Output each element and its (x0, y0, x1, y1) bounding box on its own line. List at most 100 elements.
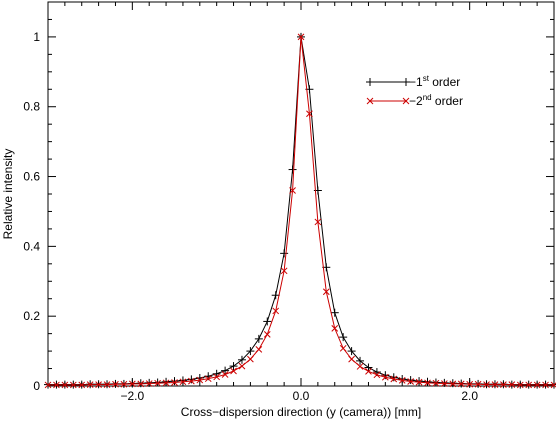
data-point (171, 379, 178, 386)
data-point (347, 347, 356, 356)
plot-frame (47, 1, 555, 387)
data-point (229, 362, 238, 371)
data-point (330, 308, 339, 317)
y-tick-label: 0.2 (23, 309, 40, 323)
series-line (48, 36, 554, 386)
y-tick-label: 0.4 (23, 239, 40, 253)
data-point (86, 381, 94, 388)
data-point (103, 381, 111, 388)
data-point (78, 381, 86, 389)
data-point (280, 267, 288, 275)
data-point (457, 380, 465, 388)
y-tick-label: 0.6 (23, 170, 40, 184)
data-point (128, 380, 136, 388)
data-point (423, 377, 432, 386)
data-point (44, 381, 52, 389)
data-point (398, 377, 406, 384)
data-point (237, 355, 246, 364)
series-1 (44, 32, 556, 389)
data-point (272, 307, 280, 315)
data-point (289, 187, 296, 194)
data-point (178, 376, 187, 385)
data-point (508, 381, 516, 388)
series-2 (44, 33, 556, 389)
data-point (365, 367, 372, 375)
data-point (415, 377, 424, 386)
data-point (238, 362, 246, 370)
data-point (441, 380, 448, 387)
data-point (69, 381, 77, 389)
data-point (137, 380, 145, 388)
data-point (187, 375, 196, 384)
data-point (188, 377, 195, 385)
series-layer (44, 32, 556, 389)
data-point (306, 110, 313, 118)
data-point (356, 363, 364, 370)
data-point (204, 375, 212, 383)
data-point (247, 355, 254, 363)
data-point (246, 347, 255, 356)
y-axis-label: Relative intensity (1, 149, 15, 240)
legend: −1st order −2nd order (366, 74, 463, 108)
data-point (390, 375, 398, 383)
data-point (550, 381, 556, 389)
data-point (533, 381, 541, 389)
data-point (314, 218, 322, 226)
data-point (230, 367, 237, 375)
data-point (53, 381, 60, 389)
y-tick-label: 0.8 (23, 100, 40, 114)
data-point (331, 325, 339, 332)
data-point (516, 381, 524, 389)
data-point (61, 381, 69, 389)
data-point (271, 291, 280, 300)
x-tick-label: −2.0 (120, 389, 144, 403)
data-point (196, 376, 204, 384)
data-point (339, 344, 347, 352)
data-point (466, 380, 474, 388)
legend-item: −2nd order (366, 93, 463, 108)
data-point (95, 381, 102, 388)
legend-marker (402, 78, 410, 86)
data-point (254, 334, 263, 343)
data-point (145, 380, 153, 387)
data-point (162, 377, 171, 386)
data-point (474, 380, 482, 388)
data-point (449, 380, 457, 388)
data-point (339, 333, 348, 342)
legend-label: −2nd order (409, 93, 463, 108)
data-point (162, 379, 170, 387)
y-tick-label: 1 (33, 30, 40, 44)
data-point (381, 373, 389, 381)
x-axis-label: Cross−dispersion direction (y (camera)) … (181, 405, 421, 419)
data-point (221, 366, 230, 375)
x-tick-label: 0.0 (293, 389, 310, 403)
legend-marker (402, 97, 410, 105)
data-point (407, 378, 414, 385)
axis-ticks: −2.0 0.0 2.0 0 0.2 0.4 0.6 0.8 1 (23, 2, 555, 403)
data-point (398, 375, 407, 384)
data-point (373, 371, 381, 379)
data-point (525, 381, 533, 389)
data-point (170, 377, 179, 386)
data-point (432, 379, 440, 387)
data-point (120, 380, 128, 388)
y-tick-label: 0 (33, 379, 40, 393)
data-point (348, 355, 355, 363)
data-point (263, 330, 271, 338)
data-point (356, 356, 365, 365)
data-point (500, 381, 507, 388)
data-point (389, 373, 398, 382)
data-point (542, 381, 549, 389)
data-point (221, 371, 229, 378)
series-line (48, 36, 554, 386)
data-point (491, 381, 499, 388)
data-point (297, 33, 305, 41)
data-point (280, 249, 289, 258)
legend-item: −1st order (366, 74, 460, 89)
data-point (322, 288, 330, 296)
data-point (415, 378, 423, 386)
data-point (406, 376, 415, 385)
data-point (112, 380, 119, 388)
legend-marker (366, 78, 374, 86)
